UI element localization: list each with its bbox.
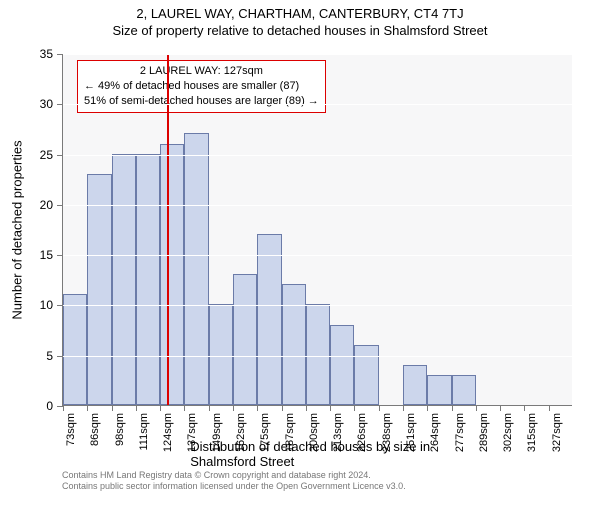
gridline [63, 205, 572, 206]
ytick-label: 0 [46, 399, 53, 413]
xtick-mark [160, 405, 161, 411]
xtick-mark [427, 405, 428, 411]
xtick-mark [282, 405, 283, 411]
histogram-bar [403, 365, 427, 405]
gridline [63, 255, 572, 256]
histogram-bar [112, 154, 136, 405]
ytick-label: 25 [40, 148, 53, 162]
histogram-bar [330, 325, 354, 405]
xtick-mark [354, 405, 355, 411]
xtick-label: 149sqm [211, 413, 223, 452]
xtick-mark [549, 405, 550, 411]
ytick-mark [57, 305, 63, 306]
xtick-mark [500, 405, 501, 411]
footer-line1: Contains HM Land Registry data © Crown c… [62, 470, 406, 481]
footer: Contains HM Land Registry data © Crown c… [62, 470, 406, 492]
histogram-bar [87, 174, 111, 405]
xtick-mark [209, 405, 210, 411]
xtick-mark [257, 405, 258, 411]
ytick-label: 15 [40, 248, 53, 262]
xtick-label: 213sqm [332, 413, 344, 452]
ytick-label: 20 [40, 198, 53, 212]
xtick-label: 98sqm [114, 413, 126, 446]
xtick-label: 137sqm [186, 413, 198, 452]
chart-title-address: 2, LAUREL WAY, CHARTHAM, CANTERBURY, CT4… [0, 6, 600, 21]
gridline [63, 104, 572, 105]
histogram-bar [282, 284, 306, 405]
histogram-bar [452, 375, 476, 405]
xtick-mark [379, 405, 380, 411]
bars-container [63, 54, 572, 405]
gridline [63, 406, 572, 407]
chart-plot-area: Number of detached properties Distributi… [62, 54, 572, 406]
xtick-mark [87, 405, 88, 411]
ytick-label: 10 [40, 298, 53, 312]
xtick-label: 111sqm [138, 413, 150, 451]
ytick-mark [57, 255, 63, 256]
gridline [63, 356, 572, 357]
xtick-label: 162sqm [235, 413, 247, 452]
xtick-label: 264sqm [429, 413, 441, 452]
xtick-label: 200sqm [308, 413, 320, 452]
y-axis-label: Number of detached properties [10, 140, 25, 319]
xtick-mark [233, 405, 234, 411]
xtick-mark [476, 405, 477, 411]
footer-line2: Contains public sector information licen… [62, 481, 406, 492]
ytick-label: 5 [46, 349, 53, 363]
ytick-mark [57, 54, 63, 55]
xtick-label: 302sqm [502, 413, 514, 452]
xtick-label: 187sqm [284, 413, 296, 452]
xtick-label: 86sqm [89, 413, 101, 446]
xtick-label: 238sqm [381, 413, 393, 452]
xtick-mark [136, 405, 137, 411]
ytick-mark [57, 155, 63, 156]
xtick-label: 251sqm [405, 413, 417, 452]
xtick-label: 226sqm [356, 413, 368, 452]
histogram-bar [427, 375, 451, 405]
xtick-mark [63, 405, 64, 411]
histogram-bar [354, 345, 378, 405]
xtick-label: 175sqm [259, 413, 271, 452]
ytick-mark [57, 205, 63, 206]
ytick-mark [57, 104, 63, 105]
xtick-label: 315sqm [526, 413, 538, 452]
histogram-bar [136, 154, 160, 405]
marker-line [167, 54, 169, 405]
gridline [63, 54, 572, 55]
xtick-mark [403, 405, 404, 411]
xtick-mark [524, 405, 525, 411]
xtick-label: 277sqm [454, 413, 466, 452]
xtick-label: 289sqm [478, 413, 490, 452]
histogram-bar [63, 294, 87, 405]
gridline [63, 155, 572, 156]
xtick-mark [452, 405, 453, 411]
histogram-bar [233, 274, 257, 405]
xtick-mark [330, 405, 331, 411]
xtick-label: 124sqm [162, 413, 174, 452]
xtick-mark [112, 405, 113, 411]
histogram-bar [257, 234, 281, 405]
xtick-mark [184, 405, 185, 411]
ytick-label: 35 [40, 47, 53, 61]
gridline [63, 305, 572, 306]
xtick-label: 327sqm [551, 413, 563, 452]
xtick-label: 73sqm [65, 413, 77, 446]
ytick-label: 30 [40, 97, 53, 111]
histogram-bar [184, 133, 208, 405]
ytick-mark [57, 356, 63, 357]
histogram-bar [160, 144, 184, 405]
chart-title-desc: Size of property relative to detached ho… [0, 23, 600, 38]
xtick-mark [306, 405, 307, 411]
